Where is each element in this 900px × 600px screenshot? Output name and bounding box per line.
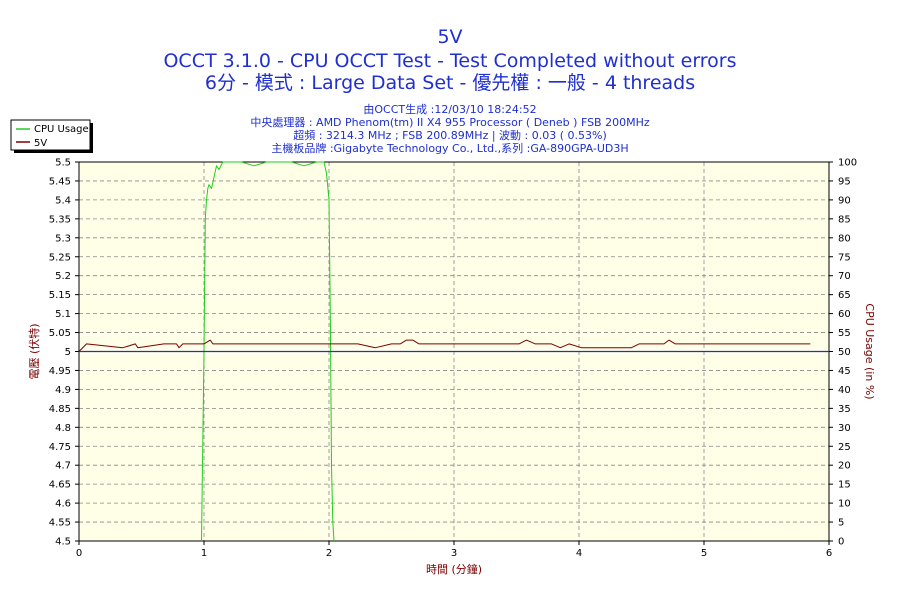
y-left-tick-label: 5.45 [49,176,71,187]
y-right-tick-label: 35 [838,404,851,415]
x-tick-label: 4 [576,548,582,559]
y-left-tick-label: 5.35 [49,214,71,225]
y-right-axis-label: CPU Usage (in %) [863,303,876,399]
y-right-tick-label: 95 [838,176,851,187]
y-right-tick-label: 100 [838,158,857,169]
y-left-tick-label: 5.15 [49,290,71,301]
cpu-info: 中央處理器 : AMD Phenom(tm) II X4 955 Process… [250,116,650,129]
y-right-tick-label: 85 [838,214,851,225]
y-right-tick-label: 40 [838,385,851,396]
y-right-tick-label: 50 [838,347,851,358]
y-right-tick-label: 55 [838,328,851,339]
generated-info: 由OCCT生成 :12/03/10 18:24:52 [363,103,537,116]
y-right-tick-label: 70 [838,271,851,282]
y-right-tick-label: 80 [838,233,851,244]
y-left-tick-label: 4.6 [55,499,71,510]
y-right-tick-label: 10 [838,499,851,510]
y-left-tick-label: 5.25 [49,252,71,263]
y-right-tick-label: 90 [838,195,851,206]
y-left-tick-label: 5.1 [55,309,71,320]
y-left-tick-label: 4.55 [49,518,71,529]
x-tick-label: 2 [326,548,332,559]
y-right-tick-label: 15 [838,480,851,491]
x-axis-label: 時間 (分鐘) [426,562,482,576]
series-line-cpu-usage [201,161,335,542]
y-right-tick-label: 30 [838,423,851,434]
y-left-tick-label: 4.9 [55,385,71,396]
y-left-tick-label: 4.85 [49,404,71,415]
chart-title: 5V [437,26,463,48]
y-left-tick-label: 5.3 [55,233,71,244]
chart-subtitle-mode: 6分 - 模式 : Large Data Set - 優先權 : 一般 - 4 … [204,72,696,94]
y-left-tick-label: 5.5 [55,158,71,169]
y-left-tick-label: 4.5 [55,537,71,548]
y-right-tick-label: 60 [838,309,851,320]
legend-label-5v: 5V [34,138,47,149]
y-left-tick-label: 5.4 [55,195,71,206]
y-left-axis-label: 電壓 (伏特) [27,323,41,379]
y-right-tick-label: 65 [838,290,851,301]
y-left-tick-label: 4.8 [55,423,71,434]
y-left-tick-label: 5.05 [49,328,71,339]
x-tick-label: 5 [701,548,707,559]
x-tick-label: 1 [201,548,207,559]
y-right-tick-label: 20 [838,461,851,472]
x-tick-label: 0 [76,548,82,559]
x-tick-label: 3 [451,548,457,559]
y-right-tick-label: 45 [838,366,851,377]
motherboard-info: 主機板品牌 :Gigabyte Technology Co., Ltd.,系列 … [271,142,629,155]
y-left-tick-label: 4.65 [49,480,71,491]
y-left-tick-label: 5.2 [55,271,71,282]
y-right-tick-label: 75 [838,252,851,263]
series-line-5v [78,339,811,352]
legend-label-cpu-usage: CPU Usage [34,124,89,135]
clock-info: 超頻 : 3214.3 MHz ; FSB 200.89MHz | 波動 : 0… [293,129,607,142]
legend-box [10,119,91,151]
y-left-tick-label: 4.75 [49,442,71,453]
y-right-tick-label: 0 [838,537,844,548]
chart-subtitle: OCCT 3.1.0 - CPU OCCT Test - Test Comple… [163,50,737,72]
y-left-tick-label: 4.7 [55,461,71,472]
y-left-tick-label: 5 [65,347,71,358]
y-right-tick-label: 5 [838,518,844,529]
y-left-tick-label: 4.95 [49,366,71,377]
y-right-tick-label: 25 [838,442,851,453]
x-tick-label: 6 [826,548,832,559]
